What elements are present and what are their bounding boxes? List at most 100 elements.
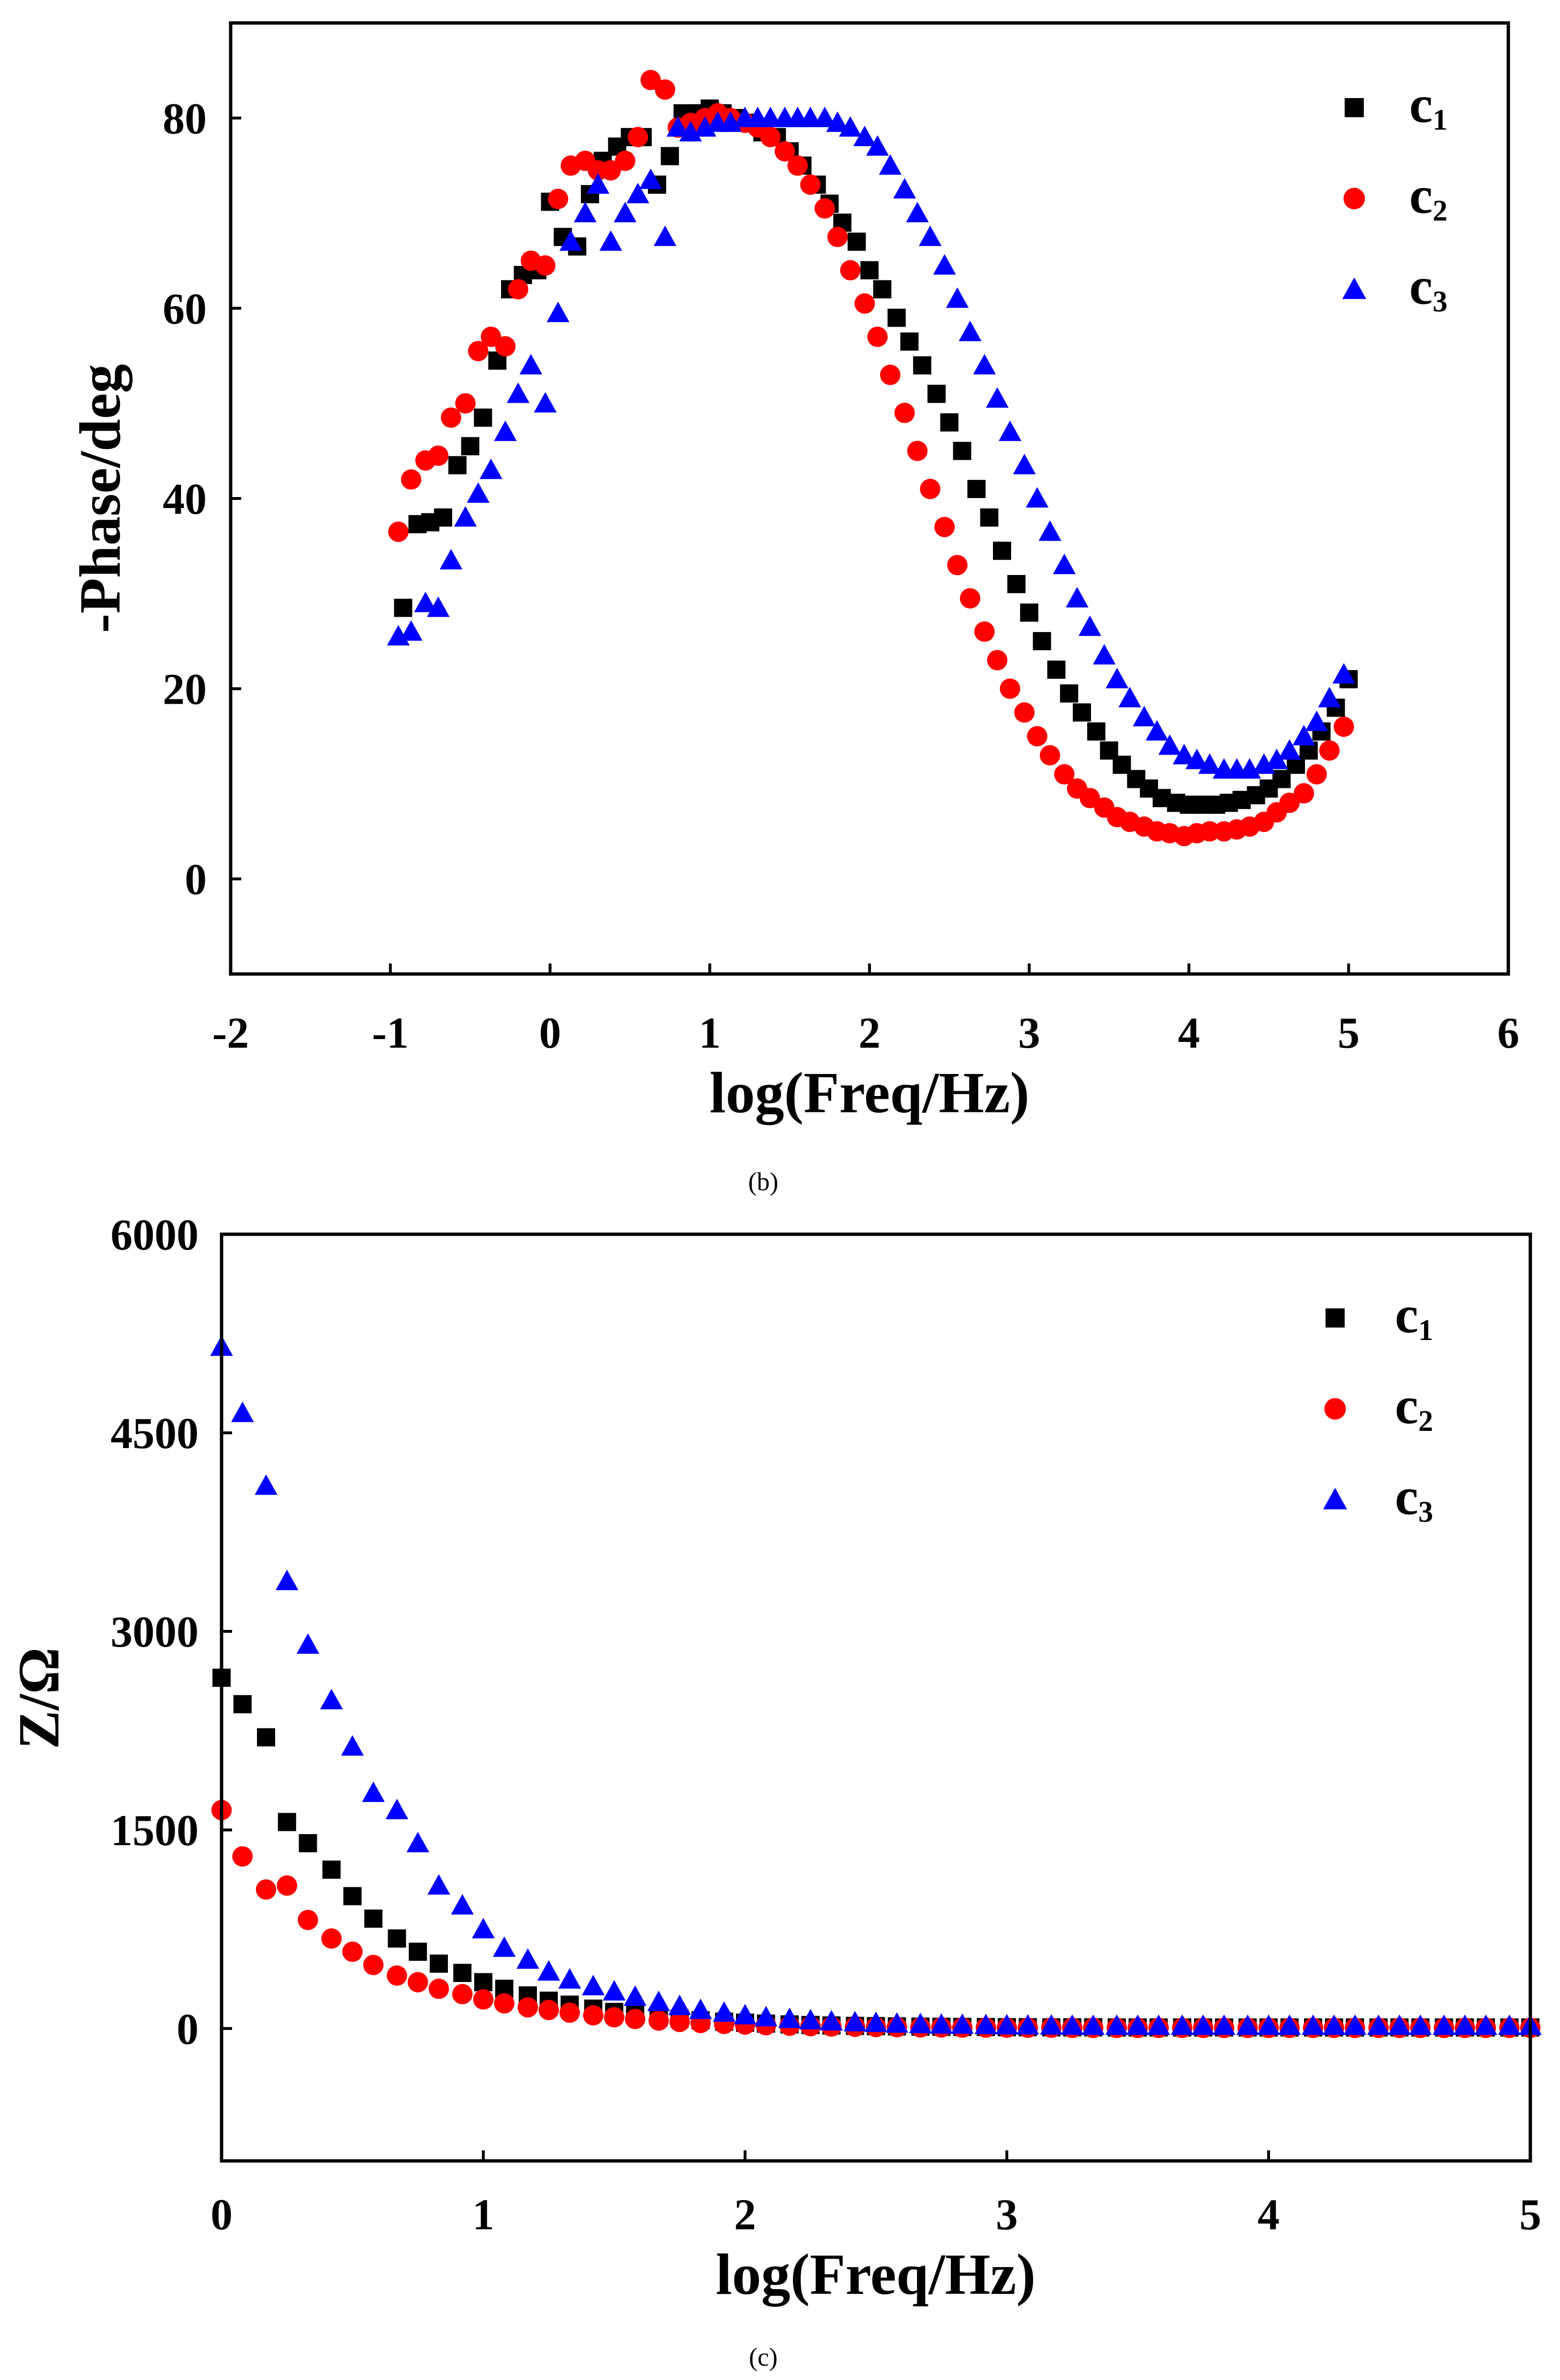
impedance-x-tick-label: 1 — [472, 2190, 494, 2239]
impedance-point-c3 — [1257, 2015, 1280, 2035]
phase-point-c1 — [847, 232, 866, 251]
phase-point-c3 — [1105, 667, 1129, 688]
phase-point-c1 — [1087, 722, 1105, 741]
impedance-series-c3 — [210, 1335, 1542, 2035]
phase-point-c1 — [394, 598, 412, 617]
phase-legend-label-c3: c3 — [1409, 257, 1448, 318]
phase-point-c2 — [920, 478, 941, 499]
phase-point-c3 — [666, 116, 690, 137]
phase-point-c3 — [1305, 710, 1328, 731]
impedance-y-tick-label: 3000 — [111, 1607, 199, 1656]
phase-point-c3 — [879, 154, 902, 175]
phase-point-c2 — [441, 407, 461, 428]
phase-point-c3 — [574, 201, 597, 222]
impedance-point-c3 — [647, 1991, 670, 2011]
impedance-point-c3 — [995, 2014, 1018, 2035]
impedance-legend-label-c3: c3 — [1395, 1467, 1433, 1528]
phase-point-c1 — [1007, 575, 1026, 593]
phase-point-c2 — [655, 79, 676, 100]
phase-legend-marker-c1 — [1345, 98, 1364, 117]
phase-point-c1 — [993, 542, 1012, 560]
impedance-axis-ticks: 0 1 2 3 4 5 0 1500 3000 4500 6000 — [111, 1210, 1541, 2239]
phase-x-tick-label: 5 — [1337, 1008, 1359, 1057]
phase-data-points — [387, 70, 1358, 847]
phase-point-c2 — [1279, 792, 1300, 813]
phase-point-c3 — [1133, 706, 1156, 727]
impedance-point-c3 — [385, 1798, 409, 1819]
impedance-point-c3 — [406, 1832, 429, 1852]
impedance-point-c3 — [974, 2014, 997, 2035]
impedance-point-c2 — [321, 1928, 342, 1949]
phase-point-c3 — [893, 178, 916, 199]
phase-point-c3 — [813, 107, 836, 127]
phase-point-c1 — [900, 332, 919, 351]
impedance-point-c3 — [1236, 2015, 1259, 2035]
impedance-point-c1 — [474, 1973, 492, 1992]
impedance-point-c3 — [276, 1570, 299, 1590]
impedance-legend-label-c1: c1 — [1395, 1285, 1433, 1347]
impedance-x-tick-label: 0 — [211, 2190, 233, 2239]
phase-point-c1 — [474, 409, 492, 427]
phase-x-tick-label: 3 — [1018, 1008, 1040, 1057]
phase-legend-marker-c3 — [1342, 277, 1366, 299]
phase-series-c2 — [388, 70, 1354, 847]
impedance-legend-item-c3: c3 — [1323, 1467, 1433, 1528]
phase-point-c2 — [947, 554, 968, 576]
impedance-point-c3 — [472, 1918, 495, 1938]
phase-x-tick-label: 1 — [699, 1008, 721, 1057]
impedance-chart: 0 1 2 3 4 5 0 1500 3000 4500 6000 log(Freq/Hz) Z/Ω… — [7, 1210, 1542, 2371]
phase-point-c2 — [495, 336, 516, 357]
impedance-point-c3 — [909, 2013, 932, 2034]
phase-point-c2 — [787, 155, 808, 176]
phase-point-c3 — [639, 168, 662, 189]
impedance-point-c2 — [428, 1978, 449, 1999]
phase-point-c2 — [1014, 702, 1035, 723]
impedance-series-c2 — [211, 1800, 1541, 2038]
phase-point-c3 — [1038, 520, 1061, 541]
phase-point-c1 — [1033, 632, 1051, 651]
impedance-point-c2 — [298, 1910, 318, 1930]
phase-point-c3 — [958, 321, 982, 342]
phase-point-c2 — [401, 469, 422, 490]
phase-point-c2 — [974, 621, 995, 642]
impedance-point-c2 — [387, 1965, 407, 1986]
phase-point-c2 — [1293, 783, 1315, 804]
impedance-point-c3 — [930, 2013, 953, 2034]
impedance-legend-marker-c3 — [1323, 1488, 1347, 1509]
impedance-point-c2 — [604, 2007, 624, 2028]
impedance-point-c3 — [1367, 2015, 1390, 2035]
impedance-point-c3 — [296, 1633, 320, 1654]
impedance-point-c3 — [1170, 2015, 1194, 2035]
phase-point-c3 — [799, 107, 822, 127]
impedance-point-c1 — [322, 1860, 341, 1879]
impedance-point-c3 — [231, 1401, 254, 1422]
phase-point-c1 — [660, 147, 679, 166]
phase-legend-item-c1: c1 — [1345, 75, 1448, 136]
impedance-point-c3 — [734, 2004, 757, 2025]
impedance-x-tick-label: 3 — [996, 2190, 1018, 2239]
phase-point-c3 — [1013, 454, 1036, 475]
phase-point-c3 — [454, 506, 477, 527]
phase-y-axis-title: -Phase/deg — [68, 364, 133, 633]
phase-point-c3 — [1025, 487, 1049, 508]
impedance-point-c2 — [232, 1846, 253, 1867]
phase-point-c3 — [1066, 587, 1089, 608]
phase-point-c3 — [1265, 748, 1288, 769]
impedance-point-c3 — [864, 2011, 888, 2032]
impedance-point-c2 — [648, 2010, 669, 2031]
phase-point-c1 — [953, 442, 971, 460]
phase-point-c3 — [1318, 686, 1341, 708]
impedance-point-c2 — [559, 2002, 580, 2023]
phase-point-c3 — [1092, 644, 1116, 665]
impedance-point-c3 — [820, 2010, 843, 2031]
phase-point-c3 — [1185, 748, 1208, 769]
impedance-point-c2 — [538, 2000, 559, 2020]
phase-point-c3 — [1053, 553, 1076, 575]
impedance-point-c3 — [602, 1980, 626, 2001]
impedance-y-tick-label: 4500 — [111, 1409, 199, 1458]
phase-point-c3 — [853, 125, 876, 146]
phase-point-c2 — [640, 70, 661, 90]
phase-point-c2 — [814, 198, 835, 219]
impedance-point-c3 — [362, 1781, 385, 1802]
